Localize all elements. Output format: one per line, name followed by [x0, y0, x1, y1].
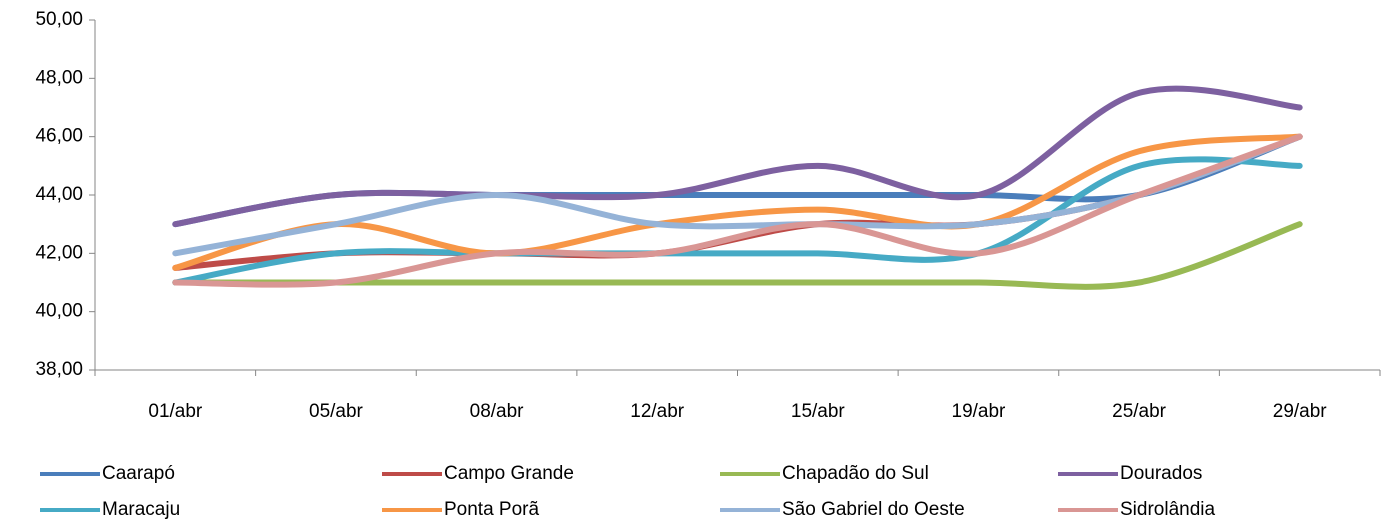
series-line [172, 133, 1303, 288]
series-line [172, 133, 1303, 271]
legend-label: Dourados [1120, 463, 1202, 484]
y-tick-label: 44,00 [35, 184, 83, 205]
series-line [172, 156, 1303, 286]
x-tick-label: 15/abr [791, 401, 846, 422]
legend-label: Campo Grande [444, 463, 574, 484]
x-tick-label: 25/abr [1112, 401, 1167, 422]
x-tick-label: 05/abr [309, 401, 364, 422]
x-tick-label: 08/abr [470, 401, 525, 422]
y-tick-label: 42,00 [35, 242, 83, 263]
legend-label: Sidrolândia [1120, 499, 1215, 520]
y-tick-label: 40,00 [35, 301, 83, 322]
legend-label: Chapadão do Sul [782, 463, 929, 484]
y-tick-label: 46,00 [35, 126, 83, 147]
x-tick-label: 29/abr [1273, 401, 1328, 422]
legend-label: Caarapó [102, 463, 175, 484]
x-tick-label: 12/abr [630, 401, 685, 422]
legend-label: São Gabriel do Oeste [782, 499, 965, 520]
y-tick-label: 50,00 [35, 9, 83, 30]
x-tick-label: 19/abr [952, 401, 1007, 422]
legend-label: Maracaju [102, 499, 180, 520]
y-tick-label: 48,00 [35, 67, 83, 88]
legend-label: Ponta Porã [444, 499, 539, 520]
x-tick-label: 01/abr [148, 401, 203, 422]
y-tick-label: 38,00 [35, 359, 83, 380]
series-line [172, 85, 1303, 228]
